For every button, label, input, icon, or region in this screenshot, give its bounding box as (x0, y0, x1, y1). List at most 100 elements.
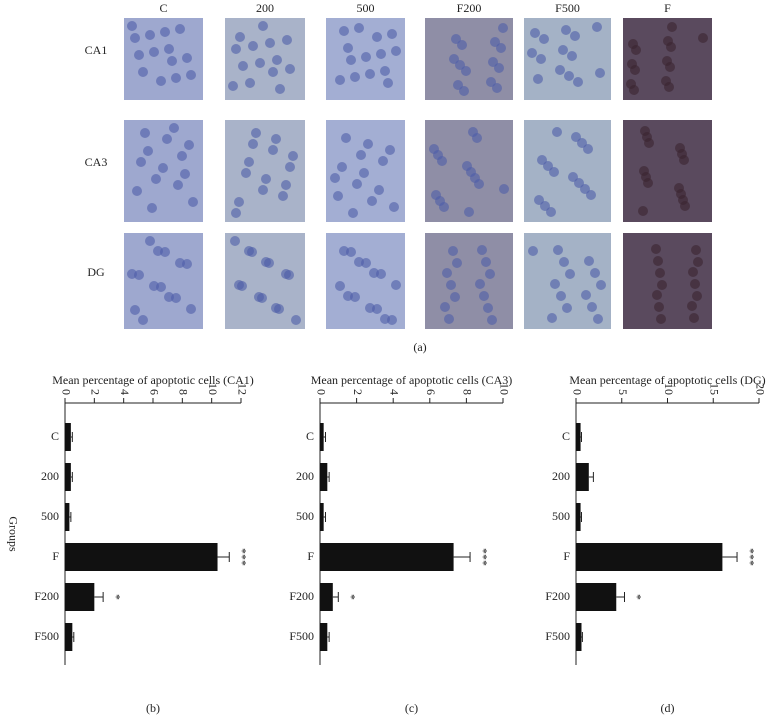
cell (385, 145, 395, 155)
cell (688, 267, 698, 277)
cell (483, 303, 493, 313)
cell (186, 304, 196, 314)
row-label: CA3 (85, 155, 108, 169)
cell (547, 313, 557, 323)
bar (320, 463, 328, 491)
x-tick-label: 8 (461, 389, 475, 395)
cell (361, 258, 371, 268)
cell (459, 86, 469, 96)
cell (440, 302, 450, 312)
cell (162, 134, 172, 144)
x-tick-label: 15 (708, 383, 722, 395)
cell (251, 128, 261, 138)
bar (320, 583, 333, 611)
cell (643, 178, 653, 188)
y-tick-label: F500 (545, 629, 570, 643)
cell (667, 22, 677, 32)
cell (528, 246, 538, 256)
cell (474, 179, 484, 189)
cell (464, 207, 474, 217)
cell (245, 78, 255, 88)
cell (593, 314, 603, 324)
cell (255, 58, 265, 68)
cell (134, 50, 144, 60)
cell (461, 66, 471, 76)
cell (231, 44, 241, 54)
cell (527, 48, 537, 58)
cell (376, 269, 386, 279)
column-label: 500 (357, 1, 375, 15)
chart-caption: (b) (146, 701, 160, 715)
micrograph (623, 120, 712, 222)
cell (387, 29, 397, 39)
y-tick-label: 500 (41, 509, 59, 523)
cell (350, 72, 360, 82)
cell (156, 76, 166, 86)
cell (138, 67, 148, 77)
cell (539, 34, 549, 44)
cell (687, 301, 697, 311)
cell (175, 24, 185, 34)
cell (556, 291, 566, 301)
y-tick-label: F (563, 549, 570, 563)
y-tick-label: C (562, 429, 570, 443)
bar (65, 543, 218, 571)
column-label: C (159, 1, 167, 15)
cell (274, 304, 284, 314)
cell (657, 280, 667, 290)
x-tick-label: 0 (59, 389, 73, 395)
chart-title: Mean percentage of apoptotic cells (CA3) (311, 373, 513, 387)
cell (475, 279, 485, 289)
cell (140, 128, 150, 138)
row-label: DG (87, 265, 105, 279)
cell (284, 270, 294, 280)
cell (346, 247, 356, 257)
cell (666, 42, 676, 52)
cell (258, 185, 268, 195)
cell (680, 201, 690, 211)
cell (147, 203, 157, 213)
cell (530, 28, 540, 38)
cell (352, 179, 362, 189)
cell (341, 133, 351, 143)
y-tick-label: F200 (289, 589, 314, 603)
cell (238, 61, 248, 71)
cell (188, 197, 198, 207)
cell (333, 191, 343, 201)
x-tick-label: 6 (424, 389, 438, 395)
micrograph (225, 18, 305, 100)
cell (339, 26, 349, 36)
cell (689, 313, 699, 323)
cell (481, 257, 491, 267)
cell (361, 52, 371, 62)
cell (450, 292, 460, 302)
y-tick-label: F (307, 549, 314, 563)
micrograph (425, 233, 513, 329)
cell (138, 315, 148, 325)
cell (590, 268, 600, 278)
cell (391, 280, 401, 290)
cell (562, 303, 572, 313)
cell (665, 62, 675, 72)
bar (320, 503, 324, 531)
cell (348, 208, 358, 218)
cell (644, 138, 654, 148)
cell (285, 64, 295, 74)
cell (457, 40, 467, 50)
bar (65, 623, 73, 651)
cell (248, 41, 258, 51)
cell (337, 162, 347, 172)
cell (446, 280, 456, 290)
cell (536, 54, 546, 64)
cell (130, 33, 140, 43)
significance: * (345, 594, 359, 600)
cell (693, 257, 703, 267)
cell (570, 31, 580, 41)
cell (177, 151, 187, 161)
cell (169, 123, 179, 133)
cell (182, 259, 192, 269)
x-tick-label: 0 (314, 389, 328, 395)
cell (651, 244, 661, 254)
cell (268, 67, 278, 77)
cell (228, 81, 238, 91)
